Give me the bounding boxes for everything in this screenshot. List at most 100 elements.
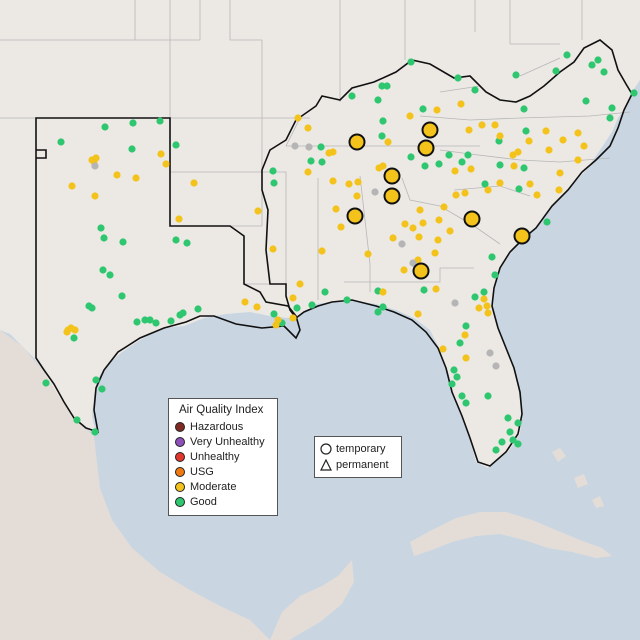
monitor-marker[interactable] xyxy=(379,288,387,296)
temporary-monitor-marker[interactable] xyxy=(417,139,435,157)
monitor-marker[interactable] xyxy=(146,316,154,324)
monitor-marker[interactable] xyxy=(415,233,423,241)
monitor-marker[interactable] xyxy=(461,189,469,197)
monitor-marker[interactable] xyxy=(374,308,382,316)
monitor-marker[interactable] xyxy=(488,253,496,261)
monitor-marker[interactable] xyxy=(492,362,500,370)
monitor-marker[interactable] xyxy=(606,114,614,122)
monitor-marker[interactable] xyxy=(433,106,441,114)
monitor-marker[interactable] xyxy=(491,121,499,129)
monitor-marker[interactable] xyxy=(254,207,262,215)
monitor-marker[interactable] xyxy=(480,288,488,296)
monitor-marker[interactable] xyxy=(375,164,383,172)
temporary-monitor-marker[interactable] xyxy=(421,121,439,139)
monitor-marker[interactable] xyxy=(321,288,329,296)
monitor-marker[interactable] xyxy=(574,156,582,164)
monitor-marker[interactable] xyxy=(152,319,160,327)
monitor-marker[interactable] xyxy=(348,92,356,100)
monitor-marker[interactable] xyxy=(440,203,448,211)
monitor-marker[interactable] xyxy=(471,86,479,94)
monitor-marker[interactable] xyxy=(462,354,470,362)
monitor-marker[interactable] xyxy=(421,162,429,170)
monitor-marker[interactable] xyxy=(407,153,415,161)
monitor-marker[interactable] xyxy=(270,310,278,318)
monitor-marker[interactable] xyxy=(514,148,522,156)
monitor-marker[interactable] xyxy=(269,245,277,253)
monitor-marker[interactable] xyxy=(458,392,466,400)
monitor-marker[interactable] xyxy=(141,316,149,324)
monitor-marker[interactable] xyxy=(594,56,602,64)
monitor-marker[interactable] xyxy=(526,180,534,188)
monitor-marker[interactable] xyxy=(563,51,571,59)
monitor-marker[interactable] xyxy=(172,236,180,244)
monitor-marker[interactable] xyxy=(510,162,518,170)
monitor-marker[interactable] xyxy=(162,160,170,168)
monitor-marker[interactable] xyxy=(118,292,126,300)
monitor-marker[interactable] xyxy=(343,296,351,304)
monitor-marker[interactable] xyxy=(461,331,469,339)
monitor-marker[interactable] xyxy=(478,121,486,129)
monitor-marker[interactable] xyxy=(496,161,504,169)
monitor-marker[interactable] xyxy=(128,145,136,153)
monitor-marker[interactable] xyxy=(504,414,512,422)
monitor-marker[interactable] xyxy=(475,304,483,312)
monitor-marker[interactable] xyxy=(294,114,302,122)
monitor-marker[interactable] xyxy=(520,164,528,172)
monitor-marker[interactable] xyxy=(439,345,447,353)
monitor-marker[interactable] xyxy=(133,318,141,326)
monitor-marker[interactable] xyxy=(91,162,99,170)
monitor-marker[interactable] xyxy=(379,117,387,125)
monitor-marker[interactable] xyxy=(462,322,470,330)
monitor-marker[interactable] xyxy=(100,234,108,242)
monitor-marker[interactable] xyxy=(97,224,105,232)
temporary-monitor-marker[interactable] xyxy=(383,187,401,205)
temporary-monitor-marker[interactable] xyxy=(412,262,430,280)
monitor-marker[interactable] xyxy=(253,303,261,311)
monitor-marker[interactable] xyxy=(481,180,489,188)
monitor-marker[interactable] xyxy=(269,167,277,175)
monitor-marker[interactable] xyxy=(453,373,461,381)
monitor-marker[interactable] xyxy=(63,328,71,336)
monitor-marker[interactable] xyxy=(68,182,76,190)
monitor-marker[interactable] xyxy=(552,67,560,75)
monitor-marker[interactable] xyxy=(559,136,567,144)
monitor-marker[interactable] xyxy=(545,146,553,154)
monitor-marker[interactable] xyxy=(465,126,473,134)
monitor-marker[interactable] xyxy=(522,127,530,135)
monitor-marker[interactable] xyxy=(289,314,297,322)
monitor-marker[interactable] xyxy=(464,151,472,159)
monitor-marker[interactable] xyxy=(435,160,443,168)
monitor-marker[interactable] xyxy=(383,82,391,90)
monitor-marker[interactable] xyxy=(492,446,500,454)
monitor-marker[interactable] xyxy=(296,280,304,288)
monitor-marker[interactable] xyxy=(496,179,504,187)
monitor-marker[interactable] xyxy=(92,376,100,384)
monitor-marker[interactable] xyxy=(70,334,78,342)
monitor-marker[interactable] xyxy=(101,123,109,131)
monitor-marker[interactable] xyxy=(533,191,541,199)
monitor-marker[interactable] xyxy=(354,178,362,186)
monitor-marker[interactable] xyxy=(371,188,379,196)
monitor-marker[interactable] xyxy=(172,141,180,149)
monitor-marker[interactable] xyxy=(431,249,439,257)
monitor-marker[interactable] xyxy=(506,428,514,436)
monitor-marker[interactable] xyxy=(119,238,127,246)
monitor-marker[interactable] xyxy=(91,428,99,436)
monitor-marker[interactable] xyxy=(190,179,198,187)
monitor-marker[interactable] xyxy=(416,206,424,214)
monitor-marker[interactable] xyxy=(419,219,427,227)
monitor-marker[interactable] xyxy=(73,416,81,424)
monitor-marker[interactable] xyxy=(483,302,491,310)
monitor-marker[interactable] xyxy=(582,97,590,105)
monitor-marker[interactable] xyxy=(496,132,504,140)
monitor-marker[interactable] xyxy=(318,247,326,255)
temporary-monitor-marker[interactable] xyxy=(346,207,364,225)
monitor-marker[interactable] xyxy=(378,132,386,140)
monitor-marker[interactable] xyxy=(345,180,353,188)
monitor-marker[interactable] xyxy=(407,58,415,66)
monitor-marker[interactable] xyxy=(454,74,462,82)
monitor-marker[interactable] xyxy=(555,186,563,194)
monitor-marker[interactable] xyxy=(156,117,164,125)
temporary-monitor-marker[interactable] xyxy=(383,167,401,185)
